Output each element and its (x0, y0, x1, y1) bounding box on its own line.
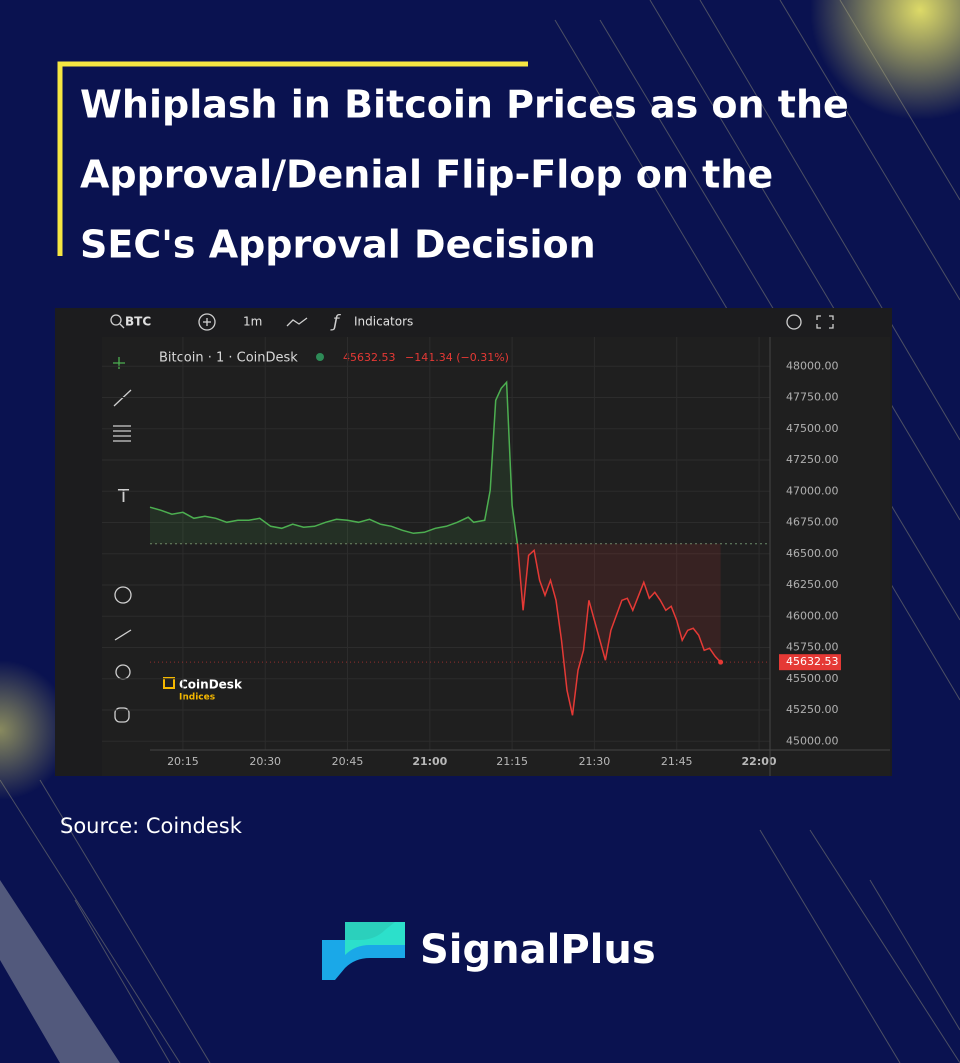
stripe (0, 880, 120, 1063)
title-bracket (57, 61, 528, 256)
y-tick-label: 45000.00 (786, 734, 839, 747)
symbol[interactable]: BTC (125, 315, 151, 329)
chart-panel: T BTC 1m ƒ Indicators Bitcoin · 1 · Coin… (55, 308, 892, 776)
title-line: Approval/Denial Flip-Flop on the (80, 153, 773, 197)
x-tick-label: 21:15 (496, 755, 528, 768)
brand-name: SignalPlus (420, 927, 656, 973)
status-dot (316, 353, 324, 361)
y-tick-label: 47250.00 (786, 453, 839, 466)
price-tag (779, 654, 841, 671)
y-tick-label: 48000.00 (786, 359, 839, 372)
price-tag-label: 45632.53 (786, 655, 839, 668)
y-tick-label: 45750.00 (786, 641, 839, 654)
indicators[interactable]: Indicators (354, 315, 413, 329)
y-tick-label: 46750.00 (786, 516, 839, 529)
y-tick-label: 47750.00 (786, 391, 839, 404)
y-tick-label: 46500.00 (786, 547, 839, 560)
y-tick-label: 47500.00 (786, 422, 839, 435)
watermark: Indices (179, 693, 215, 703)
title-line: SEC's Approval Decision (80, 223, 596, 267)
legend-name: Bitcoin · 1 · CoinDesk (159, 351, 298, 366)
glow (810, 0, 960, 120)
legend-price: 45632.53 (343, 351, 396, 364)
legend-change: −141.34 (−0.31%) (405, 351, 509, 364)
source: Source: Coindesk (60, 814, 243, 838)
x-tick-label: 21:00 (412, 755, 447, 768)
x-tick-label: 20:45 (332, 755, 364, 768)
last-point (718, 659, 724, 665)
svg-text:T: T (117, 486, 130, 507)
x-tick-label: 21:30 (579, 755, 611, 768)
glow (0, 660, 70, 800)
title-line: Whiplash in Bitcoin Prices as on the (80, 83, 849, 127)
x-tick-label: 22:00 (742, 755, 777, 768)
x-tick-label: 21:45 (661, 755, 693, 768)
x-tick-label: 20:30 (249, 755, 281, 768)
y-tick-label: 46250.00 (786, 578, 839, 591)
y-tick-label: 45250.00 (786, 703, 839, 716)
y-tick-label: 47000.00 (786, 484, 839, 497)
watermark-icon (163, 677, 175, 689)
area (150, 382, 721, 716)
interval[interactable]: 1m (243, 315, 262, 329)
y-tick-label: 46000.00 (786, 609, 839, 622)
watermark: CoinDesk (179, 678, 243, 692)
fx-icon: ƒ (330, 312, 341, 332)
y-tick-label: 45500.00 (786, 672, 839, 685)
x-tick-label: 20:15 (167, 755, 199, 768)
brand-logo (322, 922, 405, 980)
price-line (149, 380, 722, 716)
